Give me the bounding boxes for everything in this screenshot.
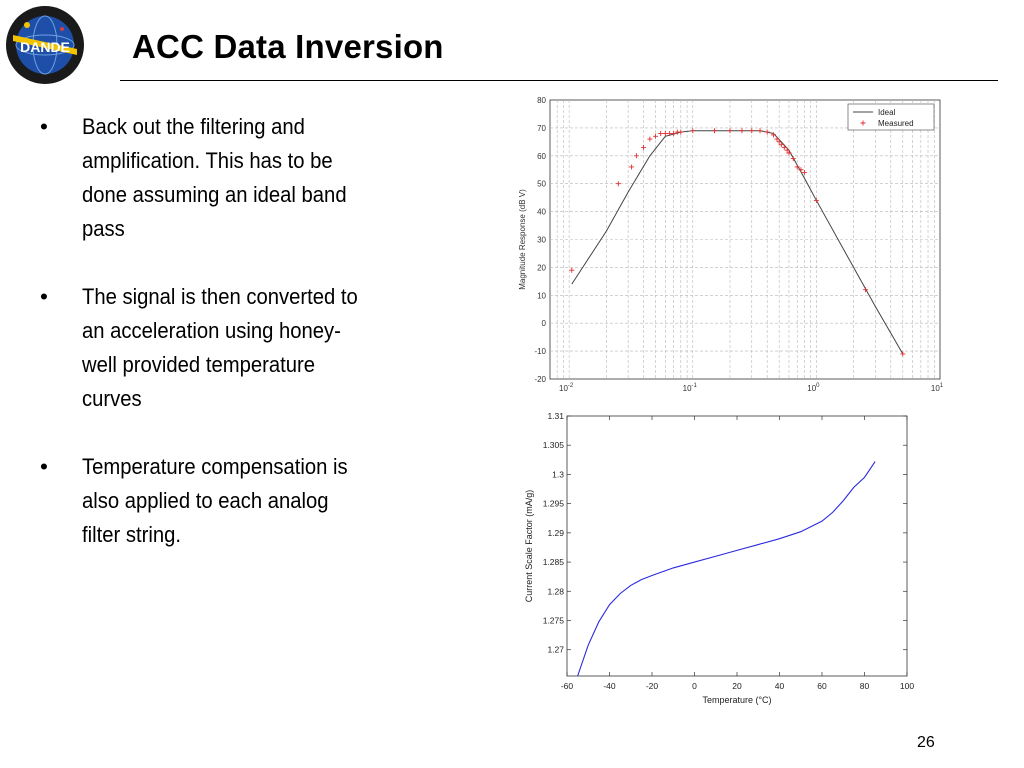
measured-point	[727, 128, 733, 134]
measured-point	[712, 128, 718, 134]
measured-point	[629, 164, 635, 170]
measured-point	[778, 142, 784, 148]
y-tick-label: -10	[534, 347, 546, 356]
measured-point	[749, 128, 755, 134]
measured-point	[798, 167, 804, 173]
measured-point	[690, 128, 696, 134]
logo-orbit-band	[13, 35, 77, 55]
legend-label: Measured	[878, 119, 914, 128]
legend-box	[847, 103, 935, 131]
bullet-dot: •	[40, 454, 48, 479]
logo-satellite	[24, 22, 30, 28]
measured-point	[641, 144, 647, 150]
measured-point	[774, 136, 780, 142]
measured-point	[781, 144, 787, 150]
bullet-dot: •	[40, 284, 48, 309]
y-tick-label: 60	[537, 152, 546, 161]
y-tick-label: 20	[537, 263, 546, 272]
y-tick-label: 1.275	[543, 615, 565, 625]
y-tick-label: 1.285	[543, 557, 565, 567]
bullet-item: • The signal is then converted to an acce…	[40, 280, 370, 416]
x-tick-label: 60	[817, 681, 827, 691]
measured-point	[900, 351, 906, 357]
measured-point	[776, 139, 782, 145]
plot-area	[566, 415, 908, 677]
measured-point	[757, 128, 763, 134]
x-tick-label: 0	[692, 681, 697, 691]
x-tick-label: 100	[807, 383, 820, 393]
measured-point	[771, 132, 777, 138]
logo-text: DANDE	[20, 39, 70, 55]
dande-logo: DANDE	[6, 6, 84, 84]
measured-point	[784, 147, 790, 153]
y-tick-label: 1.305	[543, 440, 565, 450]
measured-point	[662, 130, 668, 136]
x-tick-label: 80	[860, 681, 870, 691]
y-tick-label: 50	[537, 180, 546, 189]
y-tick-label: 1.27	[547, 645, 564, 655]
measured-point	[790, 156, 796, 162]
x-tick-label: -60	[561, 681, 574, 691]
y-tick-label: 1.295	[543, 499, 565, 509]
measured-point	[801, 170, 807, 176]
x-tick-label: 101	[931, 383, 944, 393]
title-divider	[120, 80, 998, 81]
measured-point	[863, 287, 869, 293]
scale-factor-chart: 1.27 1.275 1.28 1.285 1.29 1.295 1.3 1.305 1.31 -…	[524, 411, 914, 705]
y-axis-label: Current Scale Factor (mA/g)	[524, 490, 534, 603]
series-line-ideal	[571, 130, 904, 355]
measured-point	[569, 267, 575, 273]
bullet-text: Back out the filtering and amplification…	[82, 114, 347, 241]
magnitude-response-chart: -20 -10 0 10 20 30 40 50 60 70 80 10-2 10-1 100 101 Mag…	[518, 96, 944, 393]
bullet-dot: •	[40, 114, 48, 139]
bullet-item: • Back out the filtering and amplificatio…	[40, 110, 370, 246]
measured-point	[658, 130, 664, 136]
x-tick-label: -40	[603, 681, 616, 691]
measured-point	[647, 136, 653, 142]
measured-point	[764, 129, 770, 135]
x-tick-label: 100	[900, 681, 914, 691]
y-tick-label: 1.31	[547, 411, 564, 421]
measured-point	[739, 128, 745, 134]
measured-point	[794, 164, 800, 170]
bullet-text: The signal is then converted to an accel…	[82, 284, 358, 411]
y-tick-label: 70	[537, 124, 546, 133]
legend-swatch-measured	[860, 120, 866, 126]
legend-label: Ideal	[878, 108, 896, 117]
x-tick-label: 10-1	[683, 383, 698, 393]
series-line-scale-factor	[577, 461, 876, 677]
measured-point	[786, 150, 792, 156]
y-tick-label: -20	[534, 375, 546, 384]
measured-point	[671, 130, 677, 136]
x-tick-label: -20	[646, 681, 659, 691]
x-tick-label: 10-2	[559, 383, 574, 393]
x-axis-label: Temperature (°C)	[702, 695, 771, 705]
measured-point	[633, 153, 639, 159]
slide-title: ACC Data Inversion	[132, 28, 444, 65]
measured-point	[678, 129, 684, 135]
logo-globe-line	[15, 34, 75, 56]
y-tick-label: 0	[542, 319, 547, 328]
measured-point	[615, 181, 621, 187]
x-tick-label: 40	[775, 681, 785, 691]
y-axis-label: Magnitude Response (dB V)	[518, 189, 527, 290]
x-tick-label: 20	[732, 681, 742, 691]
logo-star	[60, 27, 64, 31]
y-tick-label: 30	[537, 236, 546, 245]
bullet-text: Temperature compensation is also applied…	[82, 454, 348, 547]
measured-point	[813, 197, 819, 203]
y-tick-label: 40	[537, 208, 546, 217]
page-number: 26	[917, 734, 935, 751]
y-tick-label: 1.28	[547, 586, 564, 596]
bullet-list: • Back out the filtering and amplificatio…	[40, 110, 370, 586]
y-tick-label: 1.29	[547, 528, 564, 538]
bullet-item: • Temperature compensation is also applie…	[40, 450, 370, 552]
y-tick-label: 10	[537, 291, 546, 300]
y-tick-label: 1.3	[552, 469, 564, 479]
y-tick-label: 80	[537, 96, 546, 105]
measured-point	[653, 133, 659, 139]
